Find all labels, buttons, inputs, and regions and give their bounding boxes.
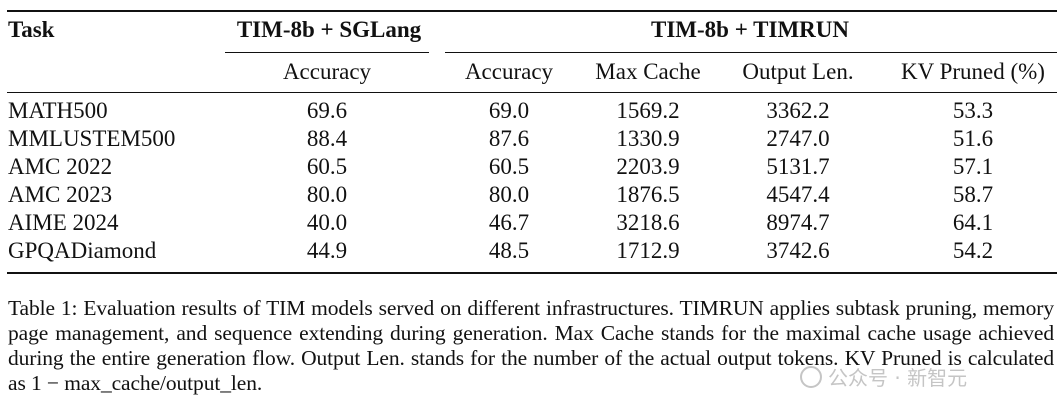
- table-cell: 80.0: [306, 182, 348, 207]
- table-cell: 69.6: [306, 98, 348, 123]
- row-task-amc2022: AMC 2022: [8, 154, 113, 179]
- sglang-group-rule: [225, 52, 429, 53]
- table-cell: 51.6: [952, 126, 994, 151]
- table-cell: 48.5: [488, 238, 530, 263]
- row-task-mmlustem500: MMLUSTEM500: [8, 126, 176, 151]
- subheader-max-cache: Max Cache: [595, 59, 701, 84]
- table-cell: 69.0: [488, 98, 530, 123]
- table-cell: 1712.9: [616, 238, 680, 263]
- table-cell: 5131.7: [766, 154, 830, 179]
- table-cell: 87.6: [488, 126, 530, 151]
- timrun-group-rule: [445, 52, 1057, 53]
- table-cell: 46.7: [488, 210, 530, 235]
- row-task-amc2023: AMC 2023: [8, 182, 113, 207]
- row-task-aime2024: AIME 2024: [8, 210, 119, 235]
- table-cell: 3218.6: [616, 210, 680, 235]
- header-task: Task: [8, 17, 55, 42]
- table-cell: 8974.7: [766, 210, 830, 235]
- table-cell: 3362.2: [766, 98, 830, 123]
- table-cell: 1330.9: [616, 126, 680, 151]
- table-cell: 1569.2: [616, 98, 680, 123]
- table-cell: 64.1: [952, 210, 994, 235]
- table-cell: 58.7: [952, 182, 994, 207]
- table-cell: 44.9: [306, 238, 348, 263]
- table-cell: 1876.5: [616, 182, 680, 207]
- subheader-timrun-accuracy: Accuracy: [464, 59, 554, 84]
- table-caption: Table 1: Evaluation results of TIM model…: [8, 296, 1054, 396]
- table-cell: 80.0: [488, 182, 530, 207]
- table-cell: 40.0: [306, 210, 348, 235]
- table-cell: 53.3: [952, 98, 994, 123]
- table-bottom-rule: [7, 272, 1057, 274]
- subheader-sglang-accuracy: Accuracy: [282, 59, 372, 84]
- table-cell: 3742.6: [766, 238, 830, 263]
- header-timrun-group: TIM-8b + TIMRUN: [651, 17, 849, 42]
- table-cell: 60.5: [488, 154, 530, 179]
- caption-text: Table 1: Evaluation results of TIM model…: [8, 296, 1054, 395]
- table-cell: 2747.0: [766, 126, 830, 151]
- table-top-rule: [7, 10, 1057, 12]
- table-mid-rule: [7, 92, 1057, 93]
- caption-formula: 1 − max_cache/output_len.: [31, 371, 263, 395]
- table-cell: 2203.9: [616, 154, 680, 179]
- table-cell: 54.2: [952, 238, 994, 263]
- row-task-gpqadiamond: GPQADiamond: [8, 238, 157, 263]
- table-cell: 60.5: [306, 154, 348, 179]
- row-task-math500: MATH500: [8, 98, 108, 123]
- table-cell: 4547.4: [766, 182, 830, 207]
- subheader-kv-pruned: KV Pruned (%): [901, 59, 1045, 84]
- table-cell: 88.4: [306, 126, 348, 151]
- table-cell: 57.1: [952, 154, 994, 179]
- subheader-output-len: Output Len.: [742, 59, 854, 84]
- header-sglang-group: TIM-8b + SGLang: [236, 17, 422, 42]
